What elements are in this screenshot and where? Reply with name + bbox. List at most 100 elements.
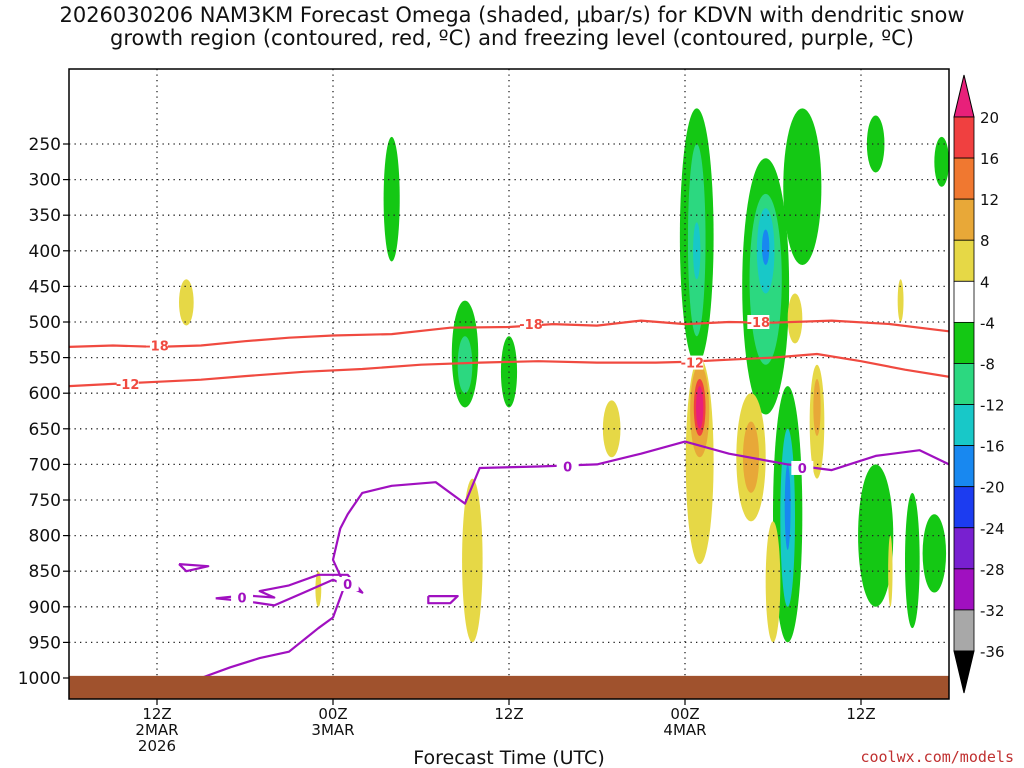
y-tick-label: 850 [29, 562, 61, 582]
x-tick-label: 2026 [138, 737, 176, 755]
contour-label: -12 [116, 378, 140, 393]
x-tick-label: 4MAR [663, 721, 706, 739]
omega-region-21 [462, 478, 483, 643]
x-tick-label: 00Z [670, 705, 699, 723]
contour-label-bg [791, 460, 814, 475]
contour-layer: -18 -18 -18 -12 -12 0 0 0 0 [69, 315, 949, 680]
colorbar-swatch [953, 568, 975, 611]
y-tick-label: 600 [29, 384, 61, 404]
contour-dgz-1 [69, 352, 949, 388]
y-tick-label: 450 [29, 277, 61, 297]
y-tick-label: 800 [29, 527, 61, 547]
contour-label-bg [747, 315, 770, 329]
y-axis: 250 300 350 400 450 500 550 600 650 700 750 800 850 9… [18, 135, 69, 689]
colorbar-label: 20 [980, 109, 999, 127]
y-tick-label: 650 [29, 420, 61, 440]
contour-label: -12 [681, 357, 705, 372]
x-axis-title: Forecast Time (UTC) [413, 747, 604, 768]
credit-link[interactable]: coolwx.com/models [860, 748, 1014, 766]
omega-region-32 [787, 293, 803, 344]
y-tick-label: 900 [29, 598, 61, 618]
contour-label-bg [681, 355, 704, 370]
contour-label: 0 [343, 578, 352, 593]
omega-region-33 [888, 535, 893, 607]
colorbar-swatch [953, 198, 975, 241]
omega-region-0 [383, 136, 400, 262]
x-tick-label: 00Z [318, 705, 347, 723]
colorbar-swatch [953, 445, 975, 488]
colorbar-swatch [953, 527, 975, 570]
colorbar-top-arrow [953, 74, 975, 118]
contour-label: -18 [145, 339, 169, 354]
contour-label-bg [146, 338, 168, 353]
chart-title: 2026030206 NAM3KM Forecast Omega (shaded… [0, 4, 1024, 50]
y-tick-label: 550 [29, 349, 61, 369]
colorbar-label: -20 [980, 479, 1005, 497]
omega-region-34 [897, 279, 904, 323]
omega-region-14 [784, 464, 791, 550]
contour-label-bg [336, 577, 359, 592]
y-tick-label: 400 [29, 242, 61, 262]
contour-freezing-3 [178, 563, 210, 573]
contour-label-bg [520, 317, 542, 332]
omega-region-22 [602, 400, 621, 458]
contour-label: 0 [798, 462, 807, 477]
contour-label: -18 [519, 318, 543, 333]
contour-label-bg [231, 590, 254, 605]
colorbar: 20 16 12 8 4 -4 -8 -12 -16 -20 -24 -28 -32 -36 [953, 74, 1005, 694]
omega-region-31 [765, 521, 781, 643]
contour-label-bg [556, 459, 579, 474]
omega-region-19 [905, 492, 920, 629]
colorbar-swatch [953, 609, 975, 652]
contour-label: -18 [747, 316, 771, 331]
contour-label: 0 [238, 592, 247, 607]
contour-freezing-2 [200, 440, 949, 680]
terrain-fill [69, 675, 949, 699]
colorbar-label: -36 [980, 643, 1005, 661]
omega-region-2 [457, 336, 473, 394]
omega-region-15 [866, 115, 885, 173]
contour-label: 0 [563, 461, 572, 476]
colorbar-label: -32 [980, 602, 1005, 620]
colorbar-label: -16 [980, 438, 1005, 456]
colorbar-label: -28 [980, 561, 1005, 579]
omega-shading-layer [179, 108, 949, 643]
y-tick-label: 950 [29, 633, 61, 653]
omega-region-16 [858, 464, 894, 607]
x-tick-label: 12Z [494, 705, 523, 723]
colorbar-swatch [953, 116, 975, 159]
omega-region-26 [696, 386, 704, 429]
omega-region-11 [783, 108, 822, 266]
terrain-layer [69, 675, 949, 699]
colorbar-label: 4 [980, 273, 990, 291]
grid-layer [69, 69, 949, 699]
y-tick-label: 250 [29, 135, 61, 155]
contour-freezing-4 [215, 573, 364, 607]
omega-region-10 [762, 229, 770, 266]
colorbar-bottom-arrow [953, 650, 975, 694]
colorbar-label: 12 [980, 191, 999, 209]
colorbar-label: 16 [980, 150, 999, 168]
omega-region-30 [813, 378, 821, 436]
y-tick-label: 1000 [18, 669, 61, 689]
omega-region-20 [179, 279, 194, 326]
colorbar-label: -8 [980, 355, 995, 373]
colorbar-swatch [953, 239, 975, 282]
omega-region-18 [922, 514, 947, 593]
y-tick-label: 350 [29, 206, 61, 226]
y-tick-label: 300 [29, 171, 61, 191]
colorbar-swatch [953, 404, 975, 447]
colorbar-label: -24 [980, 520, 1005, 538]
colorbar-swatch [953, 486, 975, 529]
omega-region-17 [934, 136, 949, 187]
colorbar-swatch [953, 363, 975, 405]
colorbar-label: -4 [980, 314, 995, 332]
colorbar-swatch [953, 157, 975, 200]
y-tick-label: 700 [29, 455, 61, 475]
x-tick-label: 2MAR [135, 721, 178, 739]
title-line-2: growth region (contoured, red, ºC) and f… [110, 26, 914, 50]
colorbar-label: 8 [980, 232, 990, 250]
y-tick-label: 500 [29, 313, 61, 333]
